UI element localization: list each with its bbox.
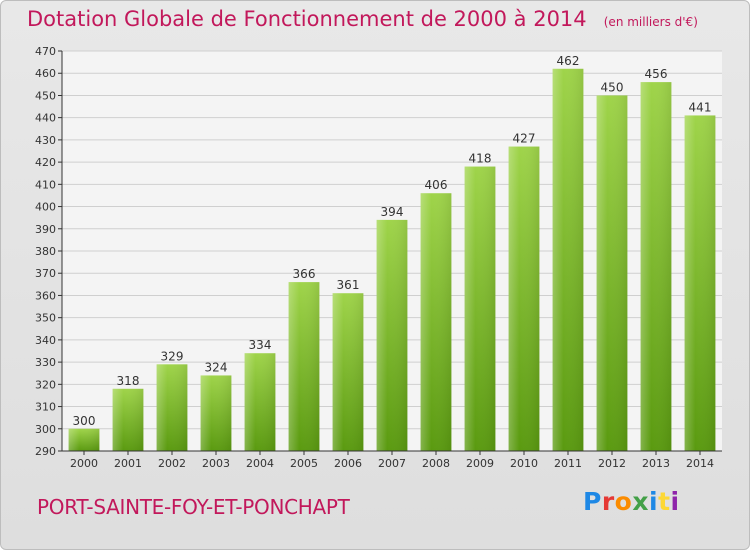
x-tick-label-2014: 2014: [686, 457, 714, 470]
data-label-2010: 427: [513, 132, 536, 146]
logo-letter: i: [649, 487, 659, 516]
bar-shine-2013: [640, 82, 672, 451]
y-tick-label: 460: [35, 67, 56, 80]
data-label-2002: 329: [161, 349, 184, 363]
data-label-2004: 334: [249, 338, 272, 352]
y-tick-label: 400: [35, 201, 56, 214]
data-label-2009: 418: [469, 152, 492, 166]
y-tick-label: 360: [35, 289, 56, 302]
y-tick-label: 410: [35, 178, 56, 191]
y-tick-label: 370: [35, 267, 56, 280]
bar-shine-2002: [156, 364, 188, 451]
y-tick-label: 350: [35, 312, 56, 325]
y-tick-label: 440: [35, 112, 56, 125]
bar-shine-2003: [200, 375, 232, 451]
x-tick-label-2012: 2012: [598, 457, 626, 470]
y-tick-label: 390: [35, 223, 56, 236]
y-tick-label: 450: [35, 89, 56, 102]
data-label-2008: 406: [425, 178, 448, 192]
x-tick-label-2003: 2003: [202, 457, 230, 470]
bar-shine-2011: [552, 68, 584, 452]
logo-letter: o: [614, 487, 633, 516]
x-tick-label-2008: 2008: [422, 457, 450, 470]
data-label-2012: 450: [601, 80, 624, 94]
bar-shine-2008: [420, 193, 452, 451]
y-tick-label: 430: [35, 134, 56, 147]
bar-shine-2006: [332, 293, 364, 451]
x-tick-label-2000: 2000: [70, 457, 98, 470]
bar-shine-2010: [508, 146, 540, 452]
x-tick-label-2004: 2004: [246, 457, 274, 470]
data-label-2006: 361: [337, 278, 360, 292]
chart-subtitle: (en milliers d'€): [603, 15, 698, 29]
commune-name: PORT-SAINTE-FOY-ET-PONCHAPT: [37, 495, 350, 519]
data-label-2005: 366: [293, 267, 316, 281]
x-tick-label-2005: 2005: [290, 457, 318, 470]
y-tick-label: 420: [35, 156, 56, 169]
logo-letter: P: [583, 487, 602, 516]
y-tick-label: 330: [35, 356, 56, 369]
bar-shine-2001: [112, 388, 144, 451]
y-tick-label: 470: [35, 45, 56, 58]
data-label-2001: 318: [117, 374, 140, 388]
data-label-2007: 394: [381, 205, 404, 219]
y-tick-label: 320: [35, 378, 56, 391]
y-tick-label: 290: [35, 445, 56, 458]
y-tick-label: 380: [35, 245, 56, 258]
bar-shine-2005: [288, 282, 320, 451]
x-tick-label-2006: 2006: [334, 457, 362, 470]
y-tick-label: 310: [35, 401, 56, 414]
x-tick-label-2010: 2010: [510, 457, 538, 470]
x-tick-label-2011: 2011: [554, 457, 582, 470]
x-tick-label-2009: 2009: [466, 457, 494, 470]
x-tick-label-2007: 2007: [378, 457, 406, 470]
x-tick-label-2002: 2002: [158, 457, 186, 470]
data-label-2014: 441: [689, 100, 712, 114]
x-tick-label-2001: 2001: [114, 457, 142, 470]
logo-letter: t: [658, 487, 671, 516]
data-label-2013: 456: [645, 67, 668, 81]
bar-shine-2004: [244, 353, 276, 451]
bar-shine-2009: [464, 166, 496, 452]
logo-letter: i: [670, 487, 680, 516]
data-label-2011: 462: [557, 54, 580, 68]
bar-shine-2012: [596, 95, 628, 451]
data-label-2000: 300: [73, 414, 96, 428]
x-tick-label-2013: 2013: [642, 457, 670, 470]
bar-shine-2000: [68, 428, 100, 451]
logo-letter: x: [632, 487, 649, 516]
chart-title: Dotation Globale de Fonctionnement de 20…: [27, 7, 587, 31]
title-row: Dotation Globale de Fonctionnement de 20…: [27, 7, 698, 31]
y-tick-label: 340: [35, 334, 56, 347]
logo-letter: r: [601, 487, 615, 516]
proxiti-logo: Proxiti: [583, 487, 680, 516]
data-label-2003: 324: [205, 360, 228, 374]
bar-shine-2007: [376, 219, 408, 451]
y-tick-label: 300: [35, 423, 56, 436]
bar-shine-2014: [684, 115, 716, 451]
